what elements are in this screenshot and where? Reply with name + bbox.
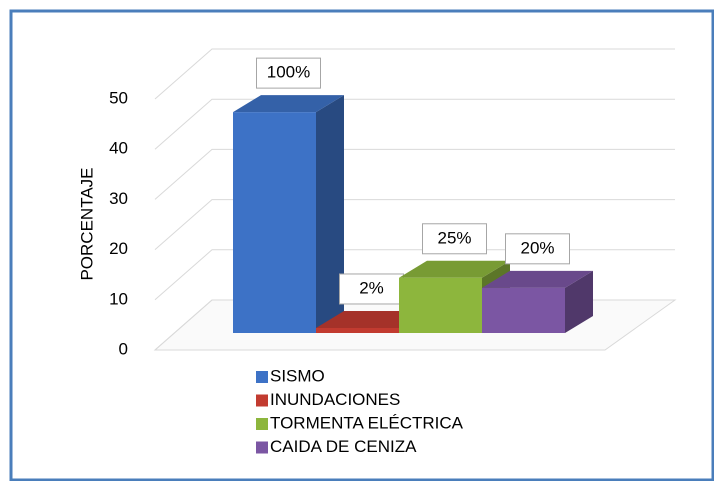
frame: [9, 9, 714, 481]
bar-front: [482, 287, 565, 333]
bar-side: [316, 95, 344, 334]
legend-swatch: [256, 441, 268, 454]
grid-line: [154, 98, 675, 150]
value-label: 20%: [520, 238, 554, 257]
y-tick-label: 30: [109, 189, 128, 208]
bar-top: [399, 260, 510, 278]
bar-side: [565, 270, 593, 333]
value-label-box: [505, 233, 570, 265]
legend-label: TORMENTA ELÉCTRICA: [270, 413, 464, 432]
value-label-box: [256, 57, 321, 89]
value-label: 2%: [359, 278, 384, 297]
value-label: 100%: [267, 63, 310, 82]
grid-line: [154, 148, 675, 200]
value-label-box: [422, 223, 487, 255]
legend-label: INUNDACIONES: [270, 390, 400, 409]
y-tick-label: 10: [109, 289, 128, 308]
bar-top: [482, 270, 593, 288]
value-label-box: [339, 273, 404, 305]
bar-front: [399, 277, 482, 333]
legend-swatch: [256, 371, 268, 383]
bar-top: [233, 95, 344, 113]
bar: [482, 270, 593, 333]
bar: [233, 95, 344, 334]
y-tick-label: 0: [119, 339, 128, 358]
legend-swatch: [256, 394, 268, 407]
grid-line: [154, 199, 675, 250]
grid-line: [154, 48, 675, 100]
legend-label: SISMO: [270, 366, 325, 385]
y-tick-label: 20: [109, 239, 128, 258]
value-label: 25%: [437, 228, 471, 247]
legend-label: CAIDA DE CENIZA: [270, 437, 417, 456]
bar-front: [233, 112, 316, 334]
y-tick-label: 50: [109, 88, 128, 107]
y-tick-label: 40: [109, 139, 128, 158]
legend-swatch: [256, 418, 268, 430]
y-axis-label: PORCENTAJE: [77, 167, 96, 280]
bar-front: [316, 327, 399, 333]
